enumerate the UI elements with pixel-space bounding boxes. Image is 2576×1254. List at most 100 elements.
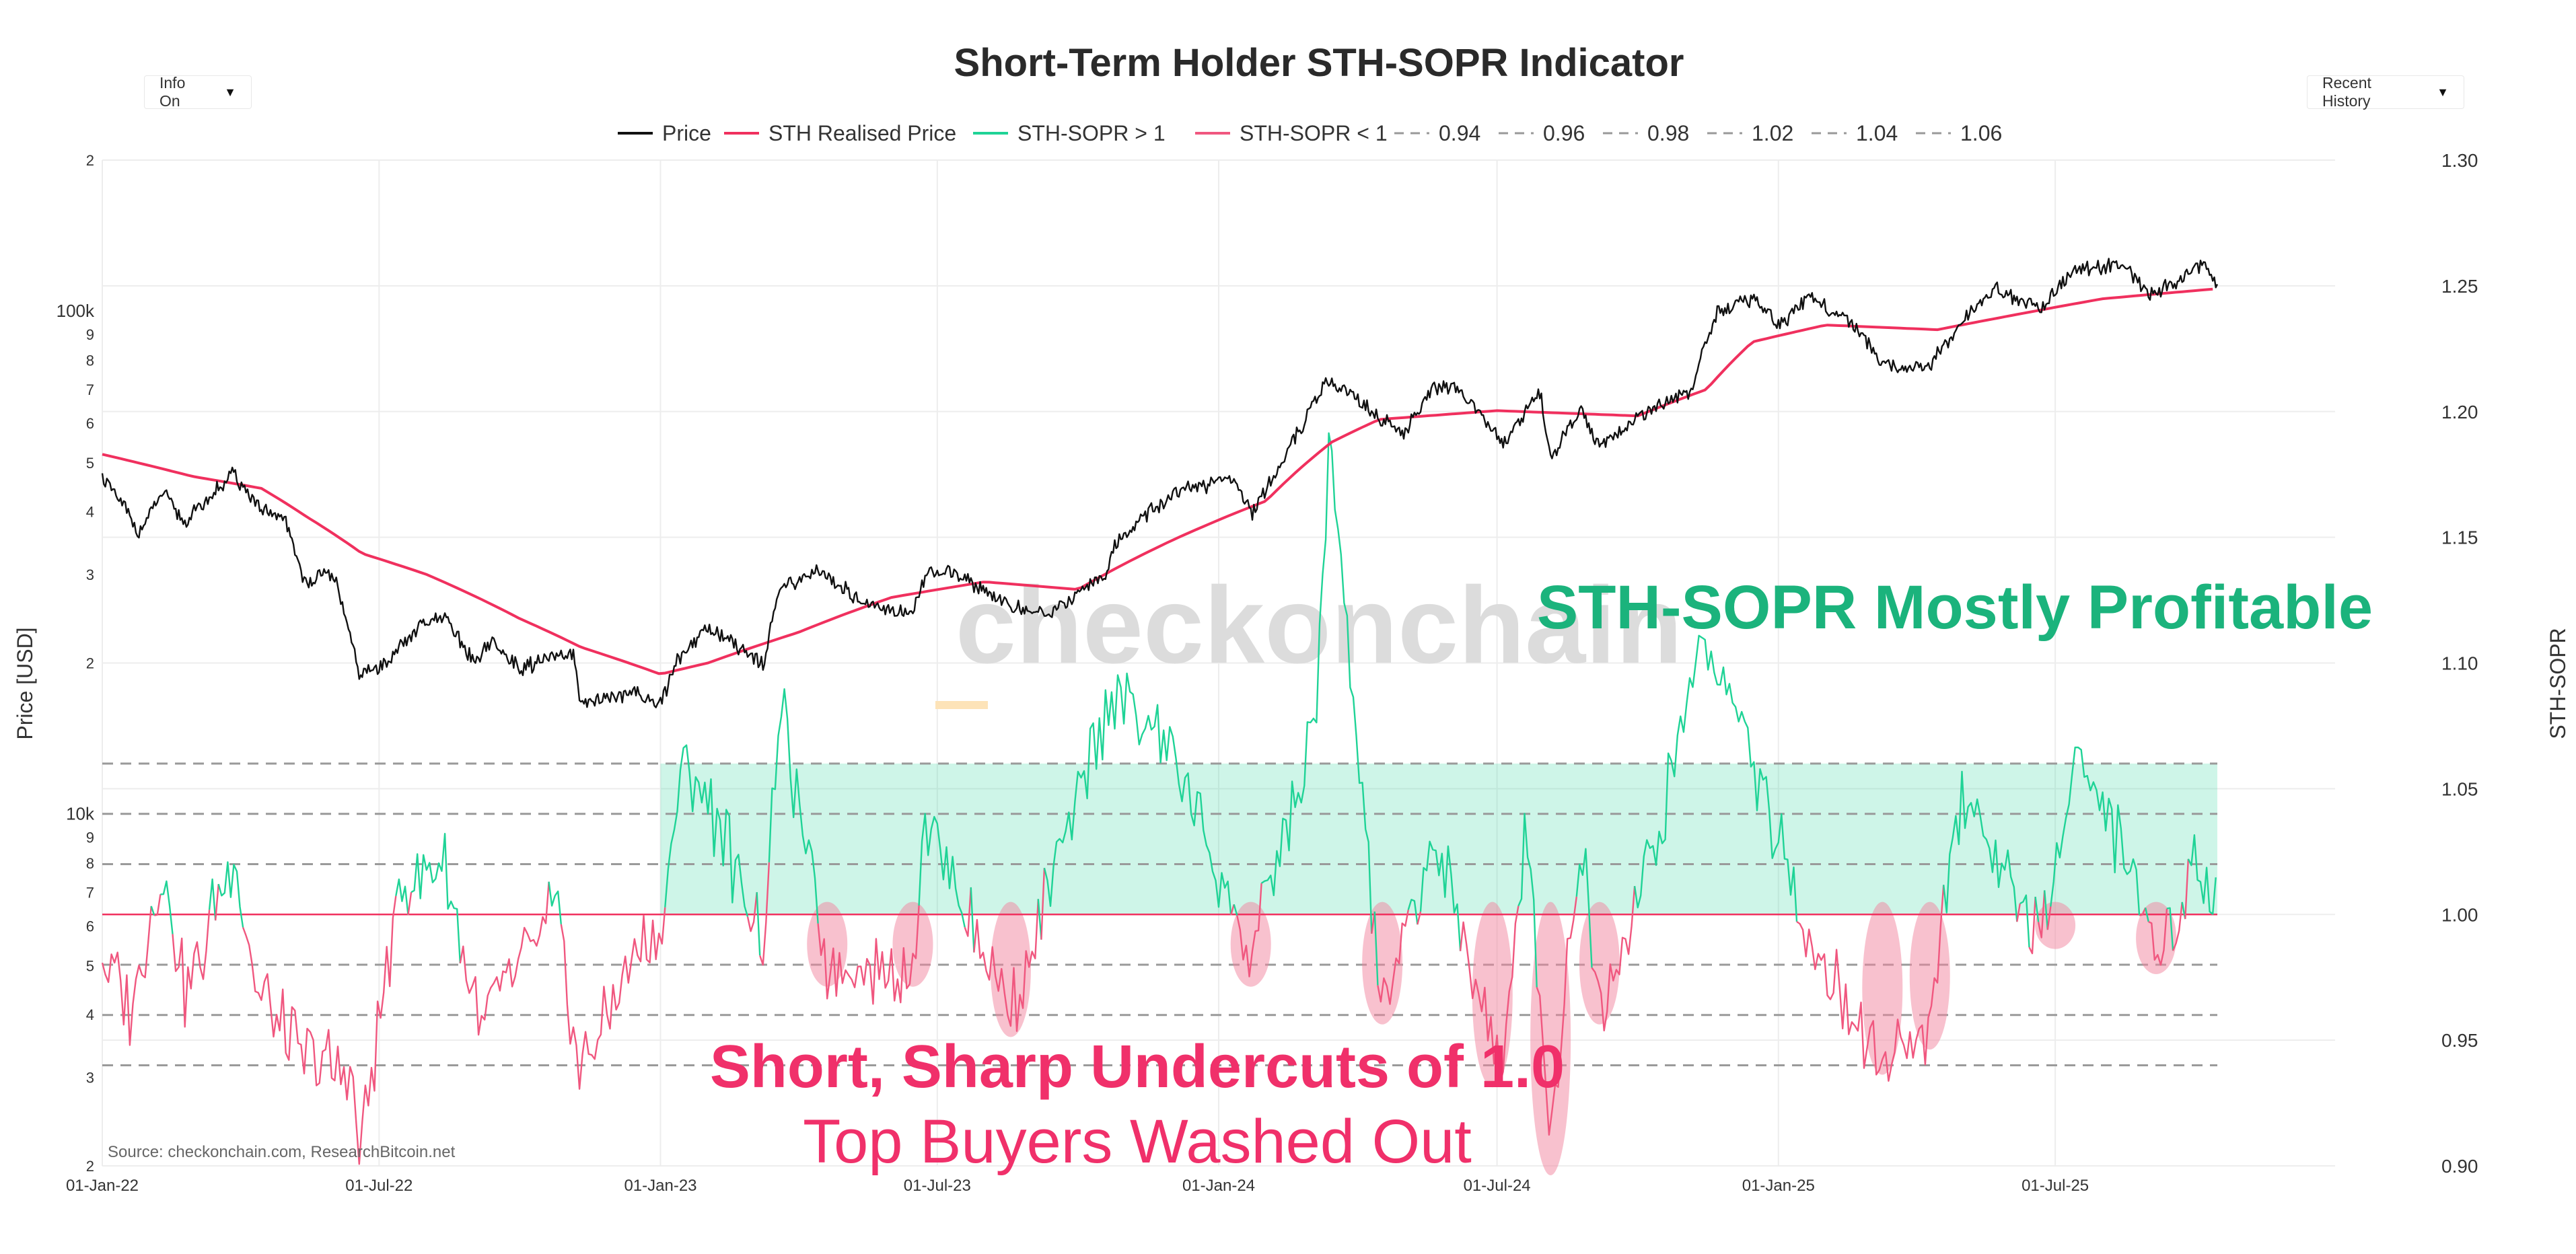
sopr-below-1-line — [242, 895, 397, 1165]
sopr-below-1-line — [2184, 858, 2189, 920]
legend-item[interactable]: STH Realised Price — [724, 121, 956, 145]
sopr-below-1-line — [2172, 901, 2183, 951]
x-tick-label: 01-Jul-23 — [904, 1177, 971, 1195]
sopr-above-1-line — [2145, 907, 2149, 922]
dip-highlight — [1579, 901, 1620, 1025]
legend-label: STH-SOPR > 1 — [1017, 121, 1166, 145]
sopr-below-1-line — [407, 892, 413, 916]
sopr-below-1-line — [1040, 868, 1046, 940]
x-tick-label: 01-Jan-24 — [1182, 1177, 1255, 1195]
sopr-above-1-line — [150, 906, 155, 916]
sopr-above-1-line — [2034, 896, 2040, 922]
legend-label: 0.98 — [1647, 121, 1689, 145]
y-right-tick-label: 0.95 — [2441, 1030, 2478, 1051]
annotation-washed-out: Top Buyers Washed Out — [803, 1107, 1472, 1176]
legend-item[interactable]: 0.98 — [1603, 121, 1689, 145]
y-left-tick-label: 100k — [57, 301, 95, 321]
y-left-tick-label: 6 — [86, 918, 94, 934]
y-left-tick-label: 7 — [86, 884, 94, 901]
sopr-below-1-line — [964, 887, 972, 937]
sopr-above-1-line — [768, 688, 819, 924]
history-dropdown[interactable]: Recent History ▼ — [2307, 74, 2464, 110]
legend-item[interactable]: 0.96 — [1499, 121, 1585, 145]
sopr-below-1-line — [154, 894, 162, 916]
sopr-above-1-line — [160, 880, 174, 934]
x-tick-label: 01-Jul-22 — [345, 1177, 413, 1195]
sopr-above-1-line — [2050, 746, 2141, 916]
sopr-below-1-line — [2148, 908, 2168, 966]
sopr-above-1-line — [756, 892, 761, 956]
y-left-tick-label: 8 — [86, 352, 94, 369]
dip-highlight — [1230, 901, 1271, 987]
sopr-above-1-line — [1575, 848, 1593, 968]
x-tick-label: 01-Jan-23 — [624, 1177, 696, 1195]
y-left-tick-label: 3 — [86, 1069, 94, 1086]
legend-item[interactable]: 0.94 — [1394, 121, 1480, 145]
y-right-tick-label: 1.15 — [2441, 527, 2478, 548]
y-left-tick-label: 5 — [86, 958, 94, 975]
sopr-above-1-line — [1260, 432, 1373, 934]
dip-highlight — [807, 901, 848, 987]
sopr-below-1-line — [101, 906, 152, 1046]
price-line — [101, 258, 2219, 708]
y-right-tick-label: 0.90 — [2441, 1156, 2478, 1177]
legend-label: 0.96 — [1543, 121, 1585, 145]
dip-highlight — [1530, 901, 1571, 1175]
legend[interactable]: Price STH Realised Price STH-SOPR > 1 STH-S… — [618, 121, 2002, 145]
x-tick-label: 01-Jul-24 — [1464, 1177, 1531, 1195]
sopr-below-1-line — [560, 907, 666, 1090]
legend-label: STH Realised Price — [768, 121, 956, 145]
sopr-below-1-line — [1236, 883, 1262, 978]
dip-highlight — [2035, 901, 2076, 949]
dip-highlight — [1862, 901, 1903, 1075]
y-left-tick-label: 7 — [86, 381, 94, 398]
sopr-above-1-line — [664, 744, 749, 917]
legend-label: 1.04 — [1856, 121, 1898, 145]
legend-label: STH-SOPR < 1 — [1240, 121, 1388, 145]
sopr-below-1-line — [1230, 903, 1235, 916]
info-dropdown-label: Info On — [159, 74, 186, 110]
y-left-tick-label: 2 — [86, 1158, 94, 1175]
series — [101, 258, 2219, 1165]
sopr-below-1-line — [1796, 885, 1945, 1082]
y-right-tick-label: 1.10 — [2441, 653, 2478, 674]
sopr-below-1-line — [2037, 890, 2046, 938]
y-left-tick-label: 2 — [86, 152, 94, 169]
sopr-below-1-line — [817, 906, 920, 1005]
y-left-tick-label: 6 — [86, 415, 94, 432]
x-tick-label: 01-Jan-22 — [66, 1177, 139, 1195]
source-note: Source: checkonchain.com, ResearchBitcoi… — [108, 1143, 456, 1161]
legend-item[interactable]: Price — [618, 121, 711, 145]
chevron-down-icon: ▼ — [2437, 85, 2449, 99]
sopr-above-1-line — [1407, 899, 1419, 925]
sopr-below-1-line — [973, 899, 1039, 1032]
sopr-above-1-line — [2166, 907, 2174, 951]
profit-band-fill — [660, 764, 2218, 915]
dip-highlight — [1909, 901, 1950, 1050]
sopr-above-1-line — [1943, 770, 2018, 922]
legend-item[interactable]: STH-SOPR > 1 — [973, 121, 1166, 145]
sopr-below-1-line — [2139, 907, 2147, 916]
y-left-tick-label: 3 — [86, 566, 94, 583]
legend-item[interactable]: 1.06 — [1916, 121, 2002, 145]
info-dropdown[interactable]: Info On ▼ — [144, 74, 252, 110]
sopr-above-1-line — [1373, 911, 1379, 986]
watermark-accent — [935, 701, 988, 709]
y-right-axis-title: STH-SOPR — [2546, 628, 2570, 739]
sopr-below-1-line — [215, 884, 219, 921]
legend-label: 1.02 — [1752, 121, 1793, 145]
sopr-above-1-line — [1633, 634, 1798, 922]
sopr-below-1-line — [759, 862, 771, 966]
legend-item[interactable]: 1.04 — [1812, 121, 1898, 145]
dip-highlight — [1472, 901, 1513, 1088]
y-right-tick-label: 1.30 — [2441, 150, 2478, 171]
y-left-tick-label: 4 — [86, 1006, 94, 1023]
y-right-tick-label: 1.25 — [2441, 276, 2478, 297]
legend-item[interactable]: STH-SOPR < 1 — [1195, 121, 1388, 145]
sopr-below-1-line — [172, 910, 211, 1028]
sopr-above-1-line — [918, 813, 966, 928]
sopr-below-1-line — [1417, 911, 1422, 925]
legend-item[interactable]: 1.02 — [1707, 121, 1793, 145]
sopr-above-1-line — [1043, 672, 1232, 916]
